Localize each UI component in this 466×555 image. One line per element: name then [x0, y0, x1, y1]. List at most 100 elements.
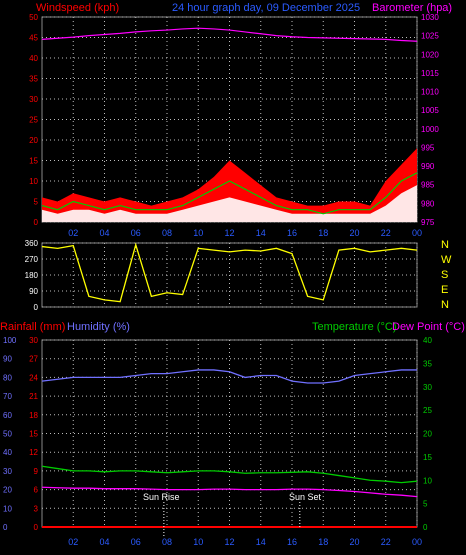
x-tick-label: 02 [68, 228, 78, 238]
x-tick-label: 22 [381, 537, 391, 547]
temperature-line [41, 465, 418, 484]
rainfall-tick-label: 15 [29, 430, 38, 439]
rainfall-tick-label: 3 [34, 504, 39, 513]
temperature-tick-label: 40 [423, 336, 432, 345]
windspeed-tick-label: 40 [29, 54, 38, 63]
barometer-tick-label: 1005 [421, 106, 439, 115]
temperature-tick-label: 35 [423, 359, 432, 368]
windspeed-tick-label: 25 [29, 116, 38, 125]
temperature-tick-label: 25 [423, 406, 432, 415]
temperature-axis-title: Temperature (°C) [312, 321, 396, 333]
humidity-tick-label: 90 [3, 355, 12, 364]
compass-letter: N [441, 299, 449, 311]
windspeed-tick-label: 50 [29, 13, 38, 22]
humidity-tick-label: 0 [3, 523, 8, 532]
barometer-tick-label: 975 [421, 218, 435, 227]
barometer-tick-label: 1015 [421, 69, 439, 78]
temperature-tick-label: 15 [423, 453, 432, 462]
humidity-tick-label: 10 [3, 504, 12, 513]
wind-average-area [42, 185, 417, 222]
x-tick-label: 08 [162, 537, 172, 547]
humidity-tick-label: 80 [3, 373, 12, 382]
windspeed-axis-title: Windspeed (kph) [36, 2, 119, 14]
x-tick-label: 14 [256, 537, 266, 547]
rainfall-axis-title: Rainfall (mm) [0, 321, 65, 333]
compass-letter: S [441, 269, 448, 281]
compass-letter: E [441, 284, 448, 296]
sunset-label: Sun Set [289, 492, 322, 502]
x-tick-label: 08 [162, 228, 172, 238]
rainfall-tick-label: 0 [34, 523, 39, 532]
wind-direction-line [41, 242, 418, 303]
x-tick-label: 10 [193, 537, 203, 547]
direction-tick-label: 90 [29, 287, 38, 296]
rainfall-tick-label: 27 [29, 355, 38, 364]
barometer-tick-label: 995 [421, 143, 435, 152]
x-tick-label: 14 [256, 228, 266, 238]
direction-tick-label: 360 [25, 239, 39, 248]
x-tick-label: 20 [349, 537, 359, 547]
temperature-tick-label: 5 [423, 500, 428, 509]
x-tick-label: 16 [287, 228, 297, 238]
dewpoint-line [41, 486, 418, 498]
rainfall-tick-label: 21 [29, 392, 38, 401]
temperature-tick-label: 0 [423, 523, 428, 532]
sunrise-label: Sun Rise [143, 492, 180, 502]
temperature-tick-label: 10 [423, 476, 432, 485]
windspeed-area [42, 148, 417, 222]
x-tick-label: 00 [412, 537, 422, 547]
x-tick-label: 10 [193, 228, 203, 238]
humidity-tick-label: 100 [3, 336, 17, 345]
windspeed-tick-label: 0 [34, 218, 39, 227]
barometer-tick-label: 990 [421, 162, 435, 171]
barometer-tick-label: 1010 [421, 88, 439, 97]
windspeed-tick-label: 10 [29, 177, 38, 186]
humidity-tick-label: 40 [3, 448, 12, 457]
x-tick-label: 18 [318, 228, 328, 238]
windspeed-tick-label: 30 [29, 95, 38, 104]
x-tick-label: 06 [131, 537, 141, 547]
humidity-tick-label: 20 [3, 486, 12, 495]
barometer-tick-label: 980 [421, 199, 435, 208]
dewpoint-axis-title: Dew Point (°C) [392, 321, 465, 333]
graph-title: 24 hour graph day, 09 December 2025 [172, 2, 360, 14]
barometer-line [41, 27, 418, 42]
x-tick-label: 12 [224, 537, 234, 547]
direction-tick-label: 0 [34, 303, 39, 312]
humidity-tick-label: 60 [3, 411, 12, 420]
barometer-tick-label: 1025 [421, 32, 439, 41]
barometer-tick-label: 1000 [421, 125, 439, 134]
rainfall-tick-label: 6 [34, 486, 39, 495]
humidity-tick-label: 70 [3, 392, 12, 401]
x-tick-label: 00 [412, 228, 422, 238]
barometer-axis-title: Barometer (hpa) [372, 2, 452, 14]
rainfall-tick-label: 24 [29, 373, 38, 382]
x-tick-label: 02 [68, 537, 78, 547]
wind-green-line [41, 172, 418, 215]
barometer-tick-label: 1030 [421, 13, 439, 22]
x-tick-label: 04 [99, 537, 109, 547]
rainfall-tick-label: 12 [29, 448, 38, 457]
direction-tick-label: 270 [25, 255, 39, 264]
barometer-tick-label: 1020 [421, 50, 439, 59]
x-tick-label: 20 [349, 228, 359, 238]
rainfall-tick-label: 9 [34, 467, 39, 476]
windspeed-tick-label: 15 [29, 157, 38, 166]
x-tick-label: 22 [381, 228, 391, 238]
windspeed-tick-label: 45 [29, 34, 38, 43]
compass-letter: W [441, 254, 452, 266]
windspeed-tick-label: 5 [34, 198, 39, 207]
temperature-tick-label: 30 [423, 383, 432, 392]
x-tick-label: 12 [224, 228, 234, 238]
barometer-tick-label: 985 [421, 181, 435, 190]
x-tick-label: 04 [99, 228, 109, 238]
x-tick-label: 06 [131, 228, 141, 238]
temperature-tick-label: 20 [423, 430, 432, 439]
rainfall-tick-label: 30 [29, 336, 38, 345]
humidity-line [41, 369, 417, 384]
rainfall-tick-label: 18 [29, 411, 38, 420]
humidity-tick-label: 30 [3, 467, 12, 476]
windspeed-tick-label: 20 [29, 136, 38, 145]
compass-letter: N [441, 239, 449, 251]
